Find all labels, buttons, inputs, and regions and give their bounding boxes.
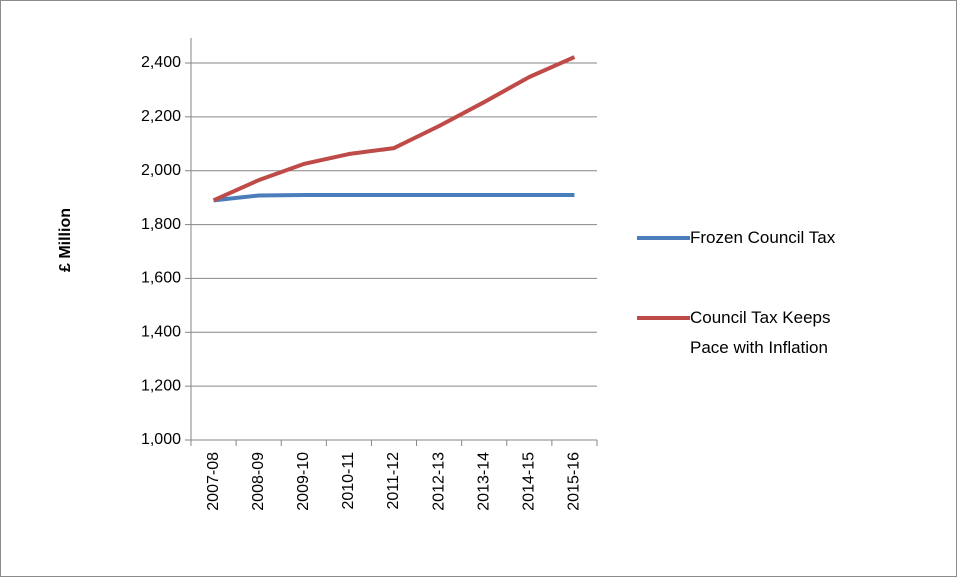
x-tick-label: 2009-10 <box>295 452 312 511</box>
series-line <box>213 192 575 203</box>
x-tick-label: 2008-09 <box>250 452 267 511</box>
x-tick-label: 2013-14 <box>475 452 492 511</box>
x-tick-label: 2012-13 <box>430 452 447 511</box>
y-tick-label: 1,000 <box>141 431 181 448</box>
x-tick-label: 2007-08 <box>205 452 222 511</box>
x-tick-label: 2014-15 <box>521 452 538 511</box>
y-tick-label: 2,200 <box>141 108 181 125</box>
y-axis-title: £ Million <box>57 208 74 272</box>
legend-item: Council Tax Keeps Pace with Inflation <box>637 303 870 363</box>
y-tick-label: 2,000 <box>141 162 181 179</box>
y-tick-label: 1,400 <box>141 324 181 341</box>
legend-label: Council Tax Keeps Pace with Inflation <box>690 308 831 357</box>
x-tick-label: 2015-16 <box>566 452 583 511</box>
x-tick-label: 2010-11 <box>340 452 357 510</box>
y-tick-label: 2,400 <box>141 54 181 71</box>
legend-label: Frozen Council Tax <box>690 228 836 247</box>
legend-swatch <box>637 236 690 240</box>
y-tick-label: 1,200 <box>141 377 181 394</box>
y-tick-label: 1,600 <box>141 270 181 287</box>
x-tick-label: 2011-12 <box>385 452 402 510</box>
y-tick-label: 1,800 <box>141 216 181 233</box>
legend-swatch <box>637 316 690 320</box>
legend-item: Frozen Council Tax <box>637 223 870 253</box>
series-line <box>212 55 576 203</box>
